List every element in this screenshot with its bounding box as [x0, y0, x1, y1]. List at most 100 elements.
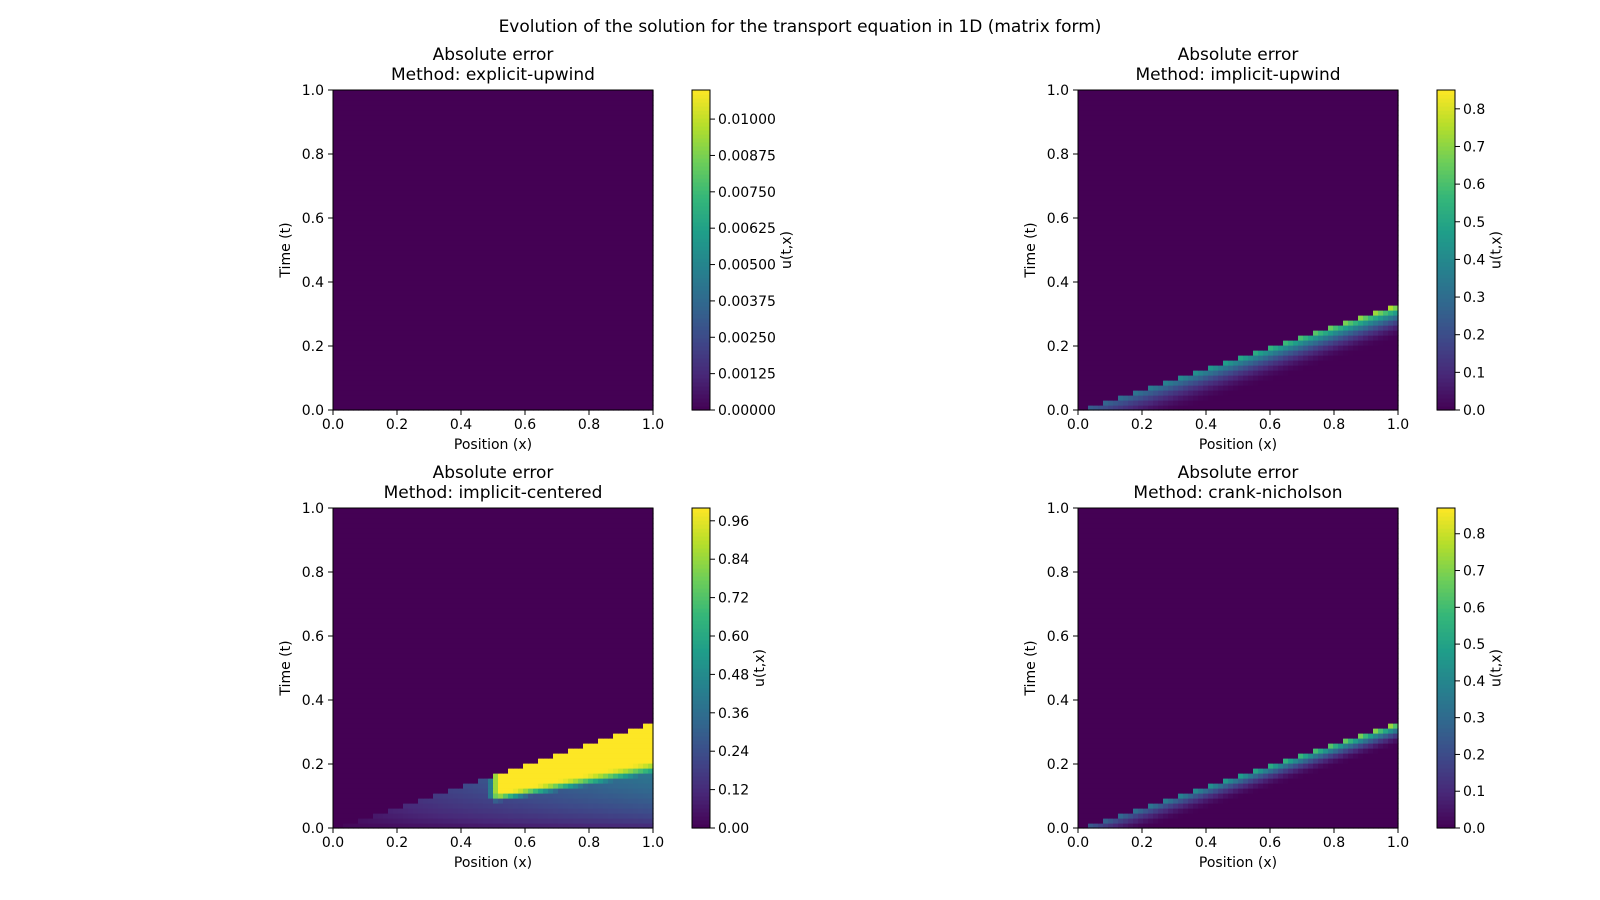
heatmap-cell — [548, 310, 554, 316]
heatmap-cell — [508, 280, 514, 286]
heatmap-cell — [1238, 385, 1244, 391]
heatmap-cell — [393, 335, 399, 341]
heatmap-cell — [343, 185, 349, 191]
colorbar-tick-label: 0.00125 — [718, 367, 776, 383]
heatmap-cell — [1103, 390, 1109, 396]
heatmap-cell — [1368, 390, 1374, 396]
heatmap-cell — [543, 390, 549, 396]
heatmap-cell — [423, 395, 429, 401]
heatmap-cell — [418, 395, 424, 401]
heatmap-cell — [1363, 405, 1369, 411]
heatmap-cell — [578, 205, 584, 211]
heatmap-cell — [498, 220, 504, 226]
heatmap-cell — [468, 305, 474, 311]
heatmap-cell — [413, 330, 419, 336]
heatmap-cell — [413, 375, 419, 381]
heatmap-cell — [343, 340, 349, 346]
heatmap-cell — [558, 320, 564, 326]
heatmap-cell — [543, 365, 549, 371]
heatmap-cell — [543, 290, 549, 296]
heatmap-cell — [528, 155, 534, 161]
heatmap-cell — [363, 300, 369, 306]
heatmap-cell — [1078, 365, 1084, 371]
colorbar-segment — [692, 242, 710, 247]
heatmap-cell — [368, 405, 374, 411]
heatmap-cell — [638, 175, 644, 181]
heatmap-cell — [538, 110, 544, 116]
heatmap-cell — [473, 265, 479, 271]
heatmap-cell — [518, 370, 524, 376]
heatmap-cell — [518, 300, 524, 306]
heatmap-cell — [508, 360, 514, 366]
heatmap-cell — [458, 240, 464, 246]
heatmap-cell — [348, 355, 354, 361]
heatmap-cell — [578, 140, 584, 146]
heatmap-cell — [623, 395, 629, 401]
heatmap-cell — [483, 155, 489, 161]
heatmap-cell — [393, 200, 399, 206]
heatmap-cell — [348, 225, 354, 231]
heatmap-cell — [478, 405, 484, 411]
heatmap-cell — [448, 305, 454, 311]
heatmap-cell — [548, 165, 554, 171]
heatmap-cell — [593, 315, 599, 321]
heatmap-cell — [563, 240, 569, 246]
heatmap-cell — [613, 95, 619, 101]
heatmap-cell — [568, 365, 574, 371]
heatmap-cell — [518, 255, 524, 261]
heatmap-cell — [358, 360, 364, 366]
heatmap-cell — [413, 400, 419, 406]
heatmap-cell — [513, 160, 519, 166]
heatmap-cell — [463, 275, 469, 281]
heatmap-cell — [493, 90, 499, 96]
heatmap-cell — [413, 350, 419, 356]
heatmap-cell — [1323, 395, 1329, 401]
heatmap-cell — [573, 280, 579, 286]
heatmap-cell — [338, 260, 344, 266]
heatmap-cell — [538, 325, 544, 331]
heatmap-cell — [643, 345, 649, 351]
heatmap-cell — [613, 345, 619, 351]
heatmap-cell — [478, 310, 484, 316]
heatmap-cell — [483, 195, 489, 201]
heatmap-cell — [438, 105, 444, 111]
heatmap-cell — [378, 380, 384, 386]
heatmap-cell — [438, 150, 444, 156]
heatmap-cell — [368, 165, 374, 171]
heatmap-cell — [538, 150, 544, 156]
heatmap-cell — [638, 350, 644, 356]
heatmap-cell — [363, 380, 369, 386]
heatmap-cell — [1188, 360, 1194, 366]
heatmap-cell — [1138, 400, 1144, 406]
heatmap-cell — [643, 95, 649, 101]
heatmap-cell — [383, 325, 389, 331]
heatmap-cell — [573, 140, 579, 146]
heatmap-cell — [518, 145, 524, 151]
heatmap-cell — [1183, 395, 1189, 401]
heatmap-cell — [643, 375, 649, 381]
heatmap-cell — [608, 265, 614, 271]
heatmap-cell — [533, 345, 539, 351]
heatmap-cell — [503, 370, 509, 376]
heatmap-cell — [643, 260, 649, 266]
heatmap-cell — [568, 145, 574, 151]
heatmap-cell — [373, 220, 379, 226]
heatmap-cell — [438, 140, 444, 146]
heatmap-cell — [1393, 370, 1399, 376]
heatmap-cell — [578, 190, 584, 196]
heatmap-cell — [453, 390, 459, 396]
heatmap-cell — [1078, 405, 1084, 411]
heatmap-cell — [513, 315, 519, 321]
heatmap-cell — [443, 250, 449, 256]
heatmap-cell — [588, 140, 594, 146]
heatmap-cell — [358, 150, 364, 156]
heatmap-cell — [583, 230, 589, 236]
heatmap-cell — [343, 330, 349, 336]
heatmap-cell — [1198, 390, 1204, 396]
heatmap-cell — [1078, 360, 1084, 366]
heatmap-cell — [408, 150, 414, 156]
heatmap-cell — [523, 320, 529, 326]
heatmap-cell — [393, 150, 399, 156]
heatmap-cell — [1168, 380, 1174, 386]
heatmap-cell — [573, 220, 579, 226]
